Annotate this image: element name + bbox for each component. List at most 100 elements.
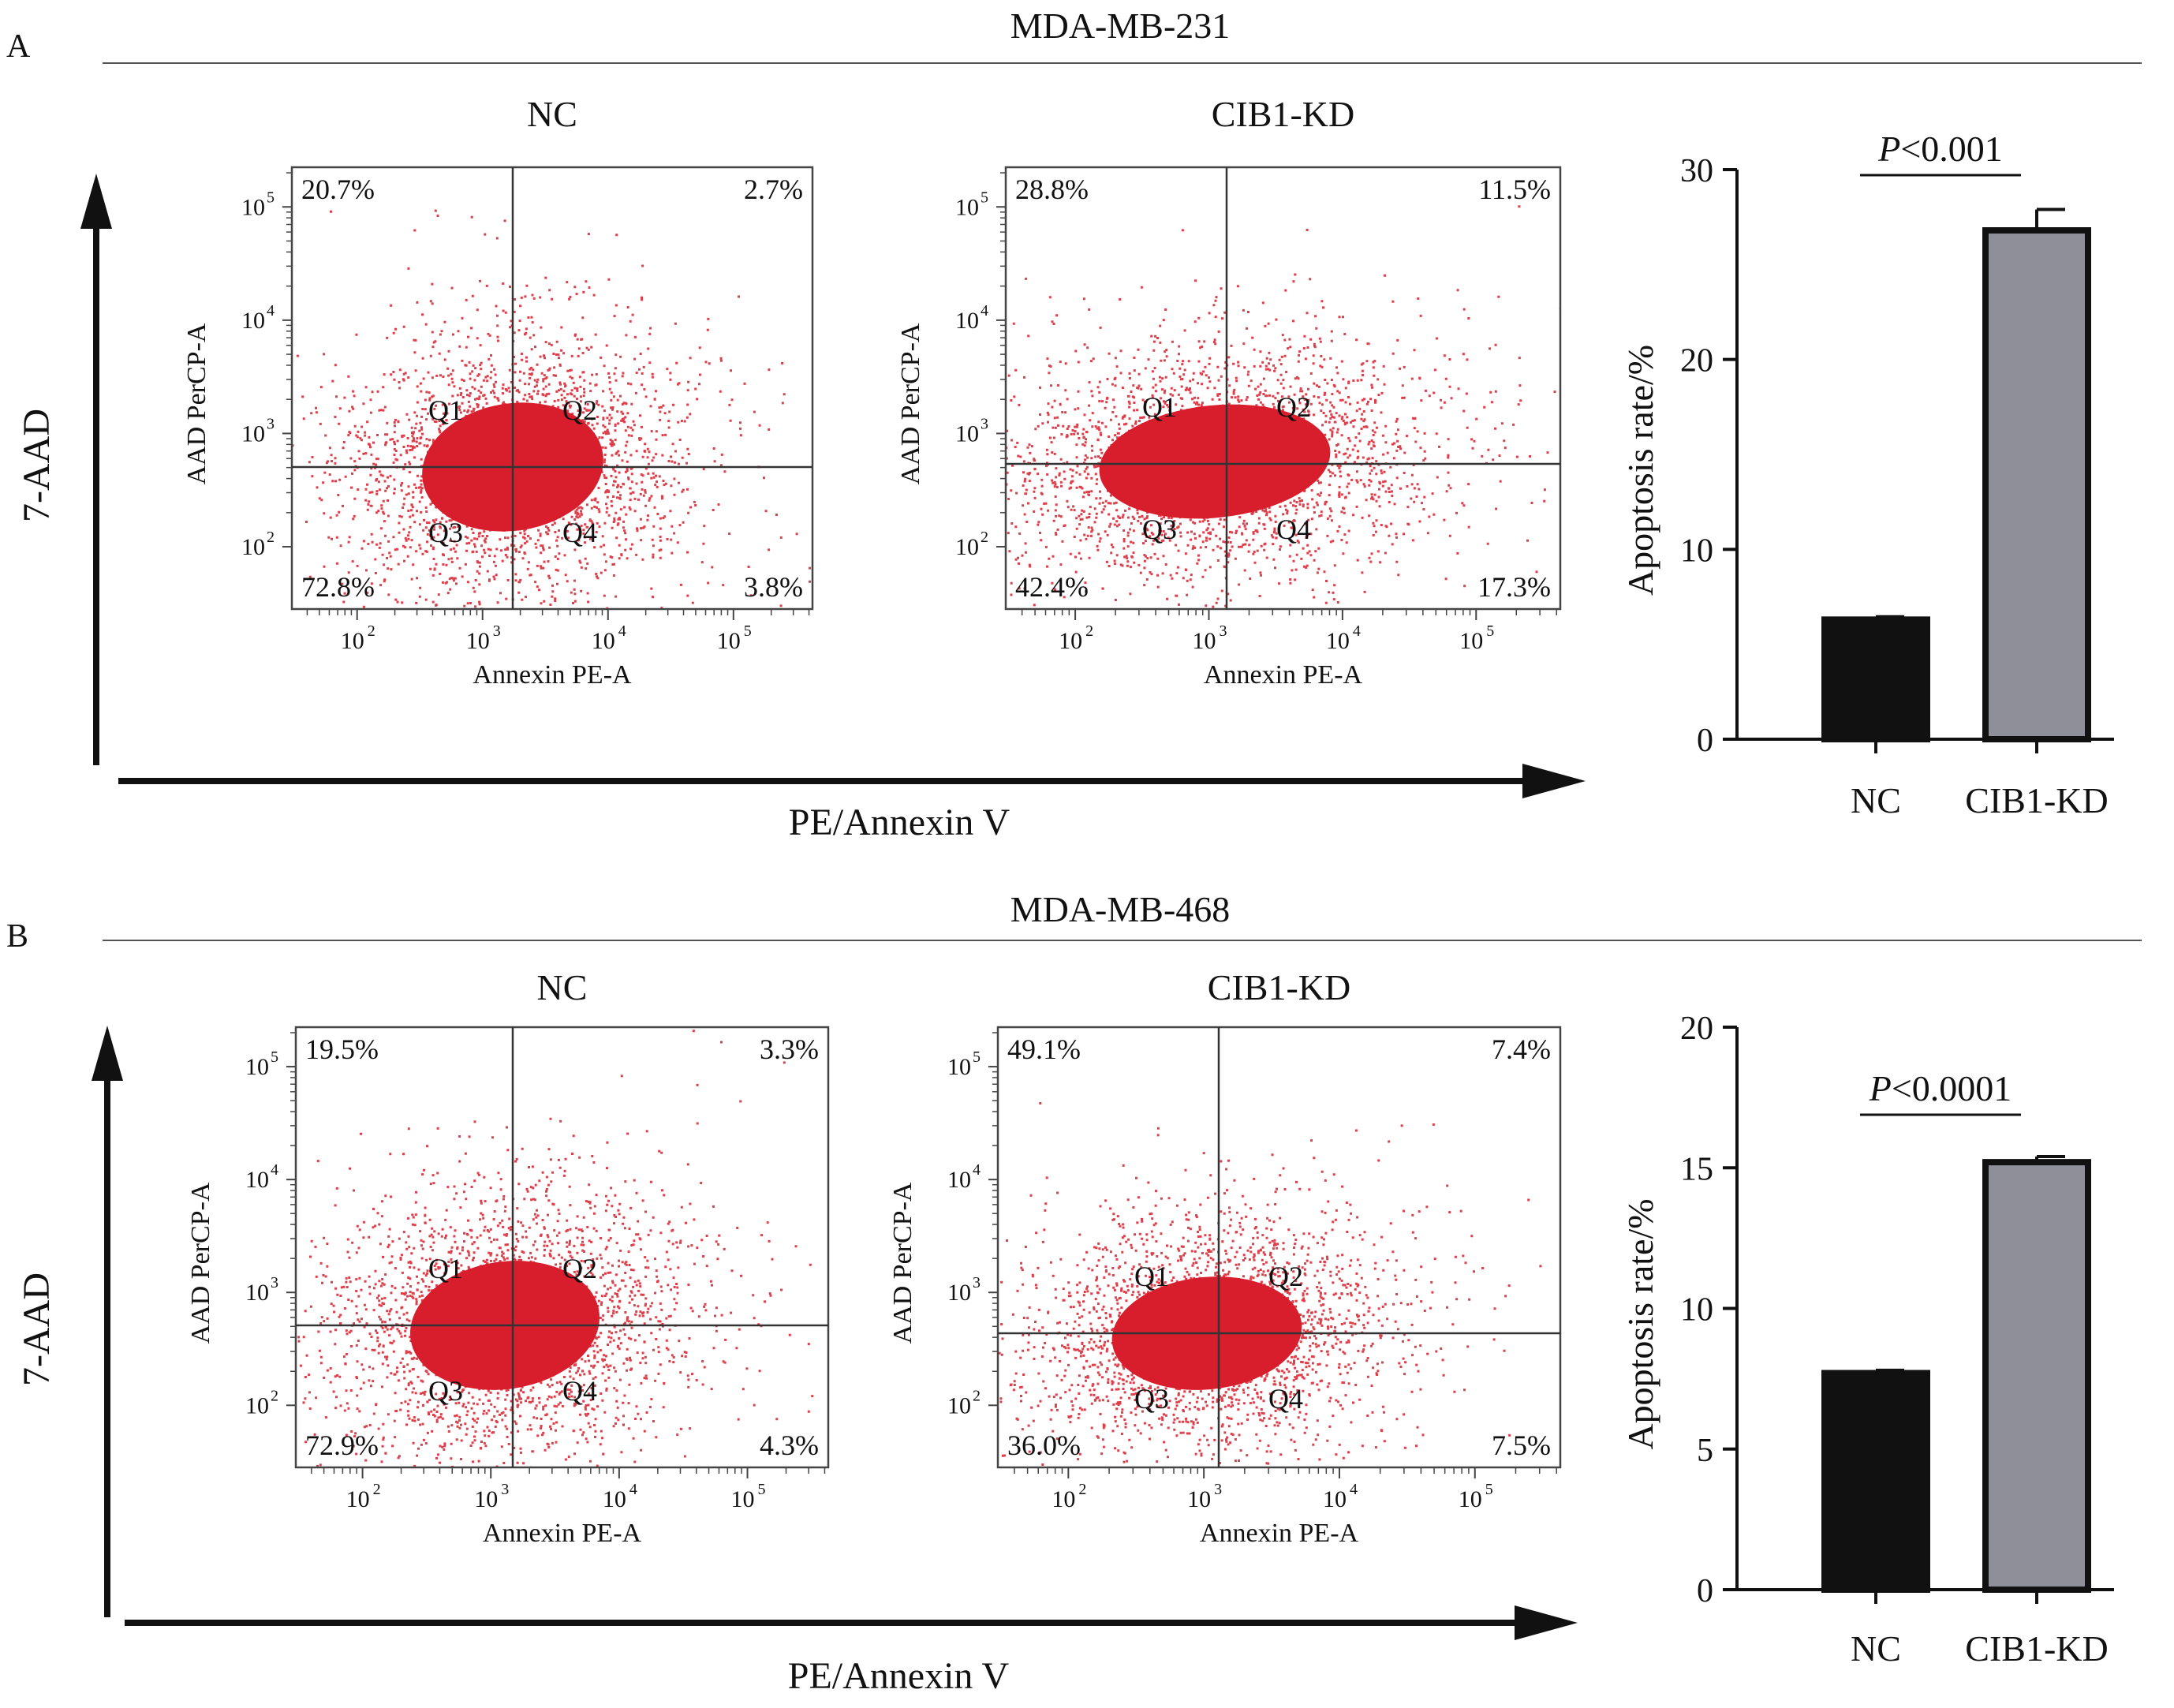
x-tick-label: 10	[592, 628, 615, 654]
q2-label: Q2	[1276, 391, 1311, 423]
bar-y-label: Apoptosis rate/%	[1620, 1198, 1660, 1449]
q3-label: Q3	[1134, 1383, 1169, 1415]
x-tick-exponent: 3	[1219, 622, 1227, 640]
q2-label: Q2	[562, 1253, 597, 1284]
bar-cib1-kd	[1982, 1159, 2091, 1593]
x-tick-label: 10	[1459, 628, 1483, 654]
x-tick-label: 10	[1059, 628, 1082, 654]
y-axis-arrowhead	[92, 1026, 123, 1081]
y-tick-label: 10	[955, 420, 979, 447]
condition-title: CIB1-KD	[1208, 967, 1350, 1007]
q1-percent: 20.7%	[301, 174, 375, 205]
x-tick-label: 10	[1326, 628, 1350, 654]
y-tick-exponent: 5	[267, 189, 275, 206]
x-tick-label: 10	[1187, 1486, 1211, 1512]
plot-frame	[996, 1026, 1562, 1469]
p-value-label: P<0.001	[1877, 129, 2003, 169]
x-tick-label: 10	[1459, 1486, 1482, 1512]
x-tick-exponent: 4	[1353, 622, 1361, 640]
x-tick-label: 10	[1052, 1486, 1075, 1512]
dense-core	[1099, 404, 1331, 519]
y-tick-label: 10	[241, 534, 265, 560]
y-tick-exponent: 3	[981, 415, 988, 432]
q3-label: Q3	[428, 1375, 463, 1407]
bar-y-tick-label: 20	[1680, 343, 1713, 379]
q3-label: Q3	[428, 517, 463, 548]
x-axis-label: PE/Annexin V	[788, 1655, 1010, 1697]
panel-A: A MDA-MB-231 7-AAD PE/Annexin V NC 20.7% 2.7% 7…	[6, 6, 2142, 843]
bar-y-tick-label: 10	[1680, 1292, 1713, 1329]
scatter-dots	[1006, 205, 1560, 608]
q3-label: Q3	[1142, 514, 1177, 545]
x-axis-label: PE/Annexin V	[789, 802, 1010, 843]
bar-y-tick-label: 5	[1697, 1433, 1713, 1469]
bar-y-tick-label: 30	[1680, 153, 1713, 189]
x-tick-label: 10	[474, 1486, 498, 1512]
bar-category-label: NC	[1851, 780, 1901, 820]
q3-percent: 36.0%	[1007, 1430, 1081, 1461]
panel-B: B MDA-MB-468 7-AAD PE/Annexin V NC 19.5% 3.3% 7…	[6, 889, 2142, 1697]
flow-y-label: AAD PerCP-A	[888, 1182, 917, 1344]
x-tick-exponent: 2	[1085, 622, 1093, 640]
p-rest: <0.0001	[1892, 1068, 2012, 1108]
flow-x-label: Annexin PE-A	[483, 1519, 642, 1548]
y-tick-label: 10	[947, 1054, 971, 1080]
q2-percent: 2.7%	[744, 174, 803, 205]
q3-percent: 42.4%	[1015, 571, 1089, 603]
bar-y-tick-label: 20	[1680, 1011, 1713, 1047]
cell-line-title: MDA-MB-231	[1010, 6, 1231, 46]
bar-y-label: Apoptosis rate/%	[1620, 345, 1660, 596]
x-tick-label: 10	[341, 628, 364, 654]
y-tick-label: 10	[245, 1392, 269, 1418]
x-tick-exponent: 4	[629, 1481, 637, 1498]
y-tick-label: 10	[955, 308, 979, 334]
bar-y-tick-label: 15	[1680, 1151, 1713, 1187]
q4-label: Q4	[1268, 1383, 1303, 1415]
x-tick-exponent: 2	[368, 622, 375, 640]
x-tick-exponent: 3	[493, 622, 501, 640]
q1-percent: 49.1%	[1007, 1033, 1081, 1065]
panel-letter: A	[6, 28, 31, 65]
x-tick-exponent: 4	[618, 622, 626, 640]
x-tick-exponent: 2	[373, 1481, 381, 1498]
flow-x-label: Annexin PE-A	[473, 660, 632, 690]
bar-category-label: CIB1-KD	[1965, 1628, 2108, 1669]
flow-x-label: Annexin PE-A	[1200, 1519, 1359, 1548]
y-tick-label: 10	[241, 194, 265, 220]
y-tick-exponent: 3	[973, 1274, 981, 1291]
condition-title: NC	[537, 967, 588, 1007]
bar-category-label: CIB1-KD	[1965, 780, 2108, 820]
bar-y-tick-label: 0	[1697, 723, 1713, 759]
y-tick-exponent: 4	[271, 1161, 278, 1179]
q1-label: Q1	[428, 394, 463, 426]
q2-percent: 3.3%	[760, 1033, 819, 1065]
x-tick-exponent: 5	[1486, 622, 1494, 640]
q3-percent: 72.8%	[301, 571, 375, 603]
y-tick-label: 10	[947, 1167, 971, 1193]
bar-nc	[1821, 616, 1930, 742]
q4-percent: 3.8%	[744, 571, 803, 603]
x-axis-arrowhead	[1515, 1605, 1578, 1640]
x-tick-label: 10	[603, 1486, 626, 1512]
q4-percent: 7.5%	[1492, 1430, 1551, 1461]
y-tick-label: 10	[245, 1054, 269, 1080]
y-tick-label: 10	[947, 1280, 971, 1306]
bar-y-tick-label: 10	[1680, 533, 1713, 569]
flow-y-label: AAD PerCP-A	[182, 323, 211, 484]
y-tick-label: 10	[955, 194, 979, 220]
y-tick-exponent: 3	[267, 415, 275, 432]
cell-line-title: MDA-MB-468	[1010, 889, 1231, 929]
plot-frame	[1004, 166, 1562, 611]
y-tick-label: 10	[245, 1280, 269, 1306]
x-tick-exponent: 5	[1485, 1481, 1493, 1498]
p-italic: P	[1869, 1068, 1892, 1108]
q2-label: Q2	[1268, 1261, 1303, 1292]
y-axis-arrowhead	[80, 174, 112, 229]
x-tick-label: 10	[731, 1486, 755, 1512]
q1-percent: 19.5%	[305, 1033, 379, 1065]
scatter-dots	[292, 209, 812, 609]
y-tick-exponent: 2	[267, 529, 275, 546]
